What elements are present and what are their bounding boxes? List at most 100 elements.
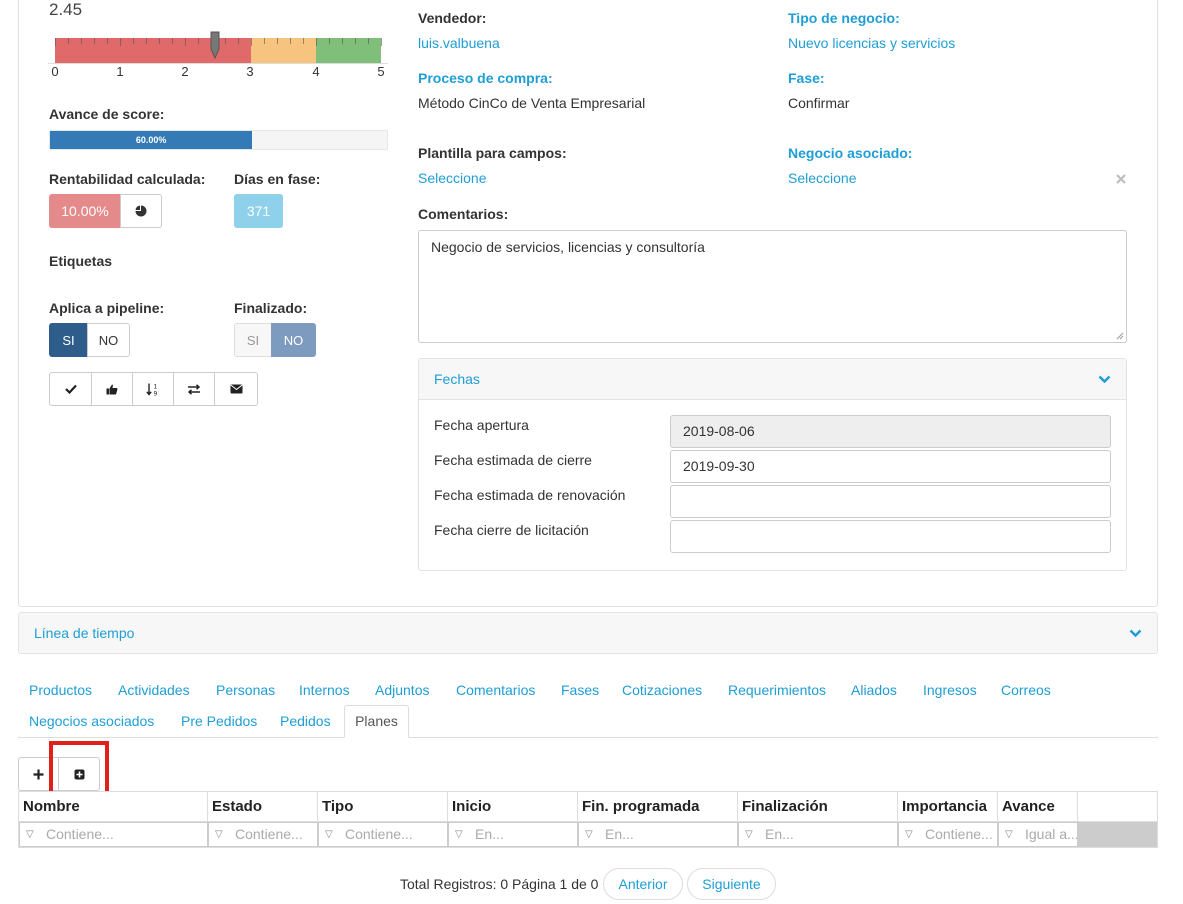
pipeline-label: Aplica a pipeline: (49, 300, 165, 316)
vendedor-link[interactable]: luis.valbuena (418, 35, 500, 51)
dias-label: Días en fase: (234, 171, 321, 187)
gauge-tick (354, 38, 356, 44)
gauge-tick (81, 38, 83, 44)
filter-fin-programada[interactable]: ▽ En... (578, 822, 738, 847)
pipeline-si-button[interactable]: SI (49, 323, 88, 357)
finalizado-si-button[interactable]: SI (234, 323, 272, 357)
plantilla-select[interactable]: Seleccione (418, 170, 487, 186)
gauge-tick (328, 38, 330, 44)
gauge-tick (120, 38, 122, 46)
check-button[interactable] (49, 372, 92, 406)
fecha-licitacion-label: Fecha cierre de licitación (434, 522, 589, 538)
tab-ingresos[interactable]: Ingresos (923, 682, 977, 698)
filter-finalizacion[interactable]: ▽ En... (738, 822, 898, 847)
tab-cotizaciones[interactable]: Cotizaciones (622, 682, 703, 698)
tab-aliados[interactable]: Aliados (851, 682, 897, 698)
filter-tipo[interactable]: ▽ Contiene... (318, 822, 448, 847)
comentarios-textarea[interactable]: Negocio de servicios, licencias y consul… (418, 230, 1127, 343)
plus-square-icon (74, 769, 84, 779)
fecha-cierre-input[interactable]: 2019-09-30 (670, 450, 1111, 483)
fechas-panel-header[interactable]: Fechas (419, 359, 1126, 400)
tab-planes[interactable]: Planes (344, 705, 409, 738)
resize-handle-icon[interactable] (1116, 332, 1124, 340)
tab-pre-pedidos[interactable]: Pre Pedidos (181, 713, 258, 729)
tab-actividades[interactable]: Actividades (118, 682, 190, 698)
gauge-tick (185, 38, 187, 46)
email-button[interactable] (214, 372, 258, 406)
add-item-button[interactable] (58, 757, 100, 791)
fecha-renovacion-label: Fecha estimada de renovación (434, 487, 626, 503)
fecha-renovacion-input[interactable] (670, 485, 1111, 518)
tab-correos[interactable]: Correos (1001, 682, 1051, 698)
svg-text:9: 9 (154, 390, 158, 396)
gauge-tick (250, 38, 252, 46)
gauge-tick (198, 38, 200, 44)
thumbs-up-button[interactable] (91, 372, 133, 406)
filter-inicio[interactable]: ▽ En... (448, 822, 578, 847)
fecha-licitacion-input[interactable] (670, 520, 1111, 553)
score-progress-fill: 60.00% (50, 131, 253, 149)
negocio-asociado-select[interactable]: Seleccione (788, 170, 857, 186)
svg-text:1: 1 (154, 383, 158, 390)
filter-importancia[interactable]: ▽ Contiene... (898, 822, 998, 847)
tab-fases[interactable]: Fases (561, 682, 600, 698)
gauge-tick (237, 38, 239, 44)
gauge-tick-label: 5 (377, 64, 385, 79)
gauge-tick-label: 1 (116, 64, 124, 79)
column-header-importancia[interactable]: Importancia (898, 792, 998, 822)
avance-label: Avance de score: (49, 106, 165, 122)
gauge-tick (68, 38, 70, 44)
timeline-panel[interactable]: Línea de tiempo (18, 612, 1158, 654)
gauge-tick (289, 38, 291, 44)
gauge-tick (55, 38, 56, 46)
plantilla-label: Plantilla para campos: (418, 145, 567, 161)
chevron-down-icon (1129, 629, 1142, 638)
rentabilidad-label: Rentabilidad calculada: (49, 171, 206, 187)
gauge-tick (315, 38, 317, 46)
filter-icon: ▽ (745, 829, 753, 840)
filter-placeholder: Contiene... (345, 826, 413, 842)
filter-icon: ▽ (26, 829, 34, 840)
filter-nombre[interactable]: ▽ Contiene... (19, 822, 208, 847)
tab-personas[interactable]: Personas (216, 682, 276, 698)
tab-pedidos[interactable]: Pedidos (280, 713, 331, 729)
column-header-avance[interactable]: Avance (998, 792, 1078, 822)
gauge-tick (94, 38, 96, 44)
column-header-tipo[interactable]: Tipo (318, 792, 448, 822)
tipo-negocio-link[interactable]: Nuevo licencias y servicios (788, 35, 956, 51)
dias-badge: 371 (234, 194, 283, 228)
pipeline-no-button[interactable]: NO (87, 323, 130, 357)
tab-negocios-asociados[interactable]: Negocios asociados (29, 713, 155, 729)
chevron-down-icon (1098, 375, 1111, 384)
clear-icon[interactable] (1116, 174, 1126, 184)
next-page-button[interactable]: Siguiente (687, 868, 776, 900)
fecha-apertura-input[interactable]: 2019-08-06 (670, 415, 1111, 448)
pie-chart-button[interactable] (120, 194, 162, 228)
filter-extra-cell (1078, 822, 1157, 847)
filter-estado[interactable]: ▽ Contiene... (208, 822, 318, 847)
finalizado-toggle: SI NO (234, 323, 316, 357)
etiquetas-label: Etiquetas (49, 253, 113, 269)
filter-avance[interactable]: ▽ Igual a... (998, 822, 1078, 847)
tab-requerimientos[interactable]: Requerimientos (728, 682, 827, 698)
fecha-apertura-label: Fecha apertura (434, 417, 529, 433)
tab-internos[interactable]: Internos (299, 682, 350, 698)
tab-adjuntos[interactable]: Adjuntos (375, 682, 430, 698)
fecha-cierre-label: Fecha estimada de cierre (434, 452, 592, 468)
column-header-fin-programada[interactable]: Fin. programada (578, 792, 738, 822)
finalizado-no-button[interactable]: NO (271, 323, 316, 357)
column-header-inicio[interactable]: Inicio (448, 792, 578, 822)
column-header-estado[interactable]: Estado (208, 792, 318, 822)
column-header-nombre[interactable]: Nombre (19, 792, 208, 822)
gauge-tick-label: 4 (312, 64, 320, 79)
tab-productos[interactable]: Productos (29, 682, 93, 698)
proceso-compra-label: Proceso de compra: (418, 70, 553, 86)
gauge-ticks (55, 38, 382, 46)
previous-page-button[interactable]: Anterior (603, 868, 683, 900)
gauge-tick (276, 38, 278, 44)
gauge-tick (107, 38, 109, 44)
tab-comentarios[interactable]: Comentarios (456, 682, 536, 698)
column-header-finalizacion[interactable]: Finalización (738, 792, 898, 822)
exchange-button[interactable] (173, 372, 215, 406)
